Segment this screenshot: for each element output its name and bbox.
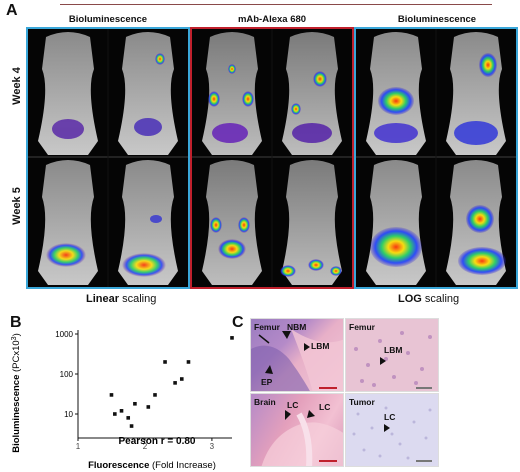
tile-4-title: Tumor [349,397,375,407]
y-axis-label-end: ) [11,333,22,336]
tile-1-label-lbm: LBM [311,341,330,351]
scatter-axes [77,330,232,439]
panel-c-letter: C [232,314,244,331]
header-rule [60,4,492,5]
header-bioluminescence-log: Bioluminescence [397,14,477,25]
frame-bioluminescence-log [354,27,518,289]
tile-2-label-lbm: LBM [384,345,403,355]
log-scaling-label: LOG scaling [398,293,459,305]
y-tick-label-2: 1000 [55,330,73,339]
tile-1-label-nbm: NBM [287,322,307,332]
y-axis-label-rest: (PCx10 [11,340,22,374]
scatter-point-4 [129,424,134,428]
scale-bar-2 [416,387,432,389]
y-axis-label: Bioluminescence (PCx103) [11,333,23,453]
y-tick-label-0: 10 [64,410,73,419]
arrow-lc-2-icon [307,410,315,418]
scatter-point-8 [163,360,167,364]
x-axis-label: Fluorescence (Fold Increase) [88,460,216,471]
frame-mab-alexa-fluorescence [190,27,354,289]
arrow-lc-1-icon [285,410,291,420]
linear-scaling-label: Linear scaling [86,293,156,305]
tile-3-label-lc-2: LC [319,402,331,412]
log-scaling-rest: scaling [421,293,460,305]
scatter-point-1 [113,412,117,416]
histology-femur-2-graphic [354,331,432,389]
x-tick-label-1: 2 [143,442,148,451]
histology-brain-graphic [261,410,343,466]
linear-scaling-bold: Linear [86,293,120,305]
tile-3-title: Brain [254,397,276,407]
tile-1-title: Femur [254,322,280,332]
y-axis-label-sup: 3 [11,336,18,340]
scale-bar-3 [319,460,337,462]
scatter-point-0 [109,393,114,397]
scatter-point-2 [119,409,124,413]
arrow-lc-3-icon [384,424,390,432]
row-label-week-4: Week 4 [11,67,23,105]
histology-femur-1-graphic [251,329,343,391]
scale-bar-4 [416,460,432,462]
header-bioluminescence-linear: Bioluminescence [68,14,148,25]
histology-brain: Brain LC LC [250,393,344,467]
panel-b-letter: B [10,314,22,331]
mouse-images-log [356,29,516,287]
histology-femur-1: Femur NBM LBM EP [250,318,344,392]
log-scaling-bold: LOG [398,293,422,305]
scatter-point-7 [153,393,157,397]
frame-bioluminescence-linear [26,27,190,289]
arrow-lbm-icon [304,343,310,351]
scatter-ticks: 1 2 3 10 100 1000 [55,330,214,451]
scatter-point-6 [146,405,151,409]
tile-4-label-lc: LC [384,412,396,422]
y-axis-label-bold: Bioluminescence [11,375,22,453]
tile-2-title: Femur [349,322,375,332]
x-tick-label-0: 1 [76,442,81,451]
scatter-point-12 [230,336,234,340]
scatter-point-3 [126,416,131,420]
header-mab-alexa: mAb-Alexa 680 [237,14,307,25]
x-tick-label-2: 3 [210,442,215,451]
scatter-points [109,336,234,428]
tile-3-label-lc-1: LC [287,400,299,410]
arrow-lbm-2-icon [380,357,386,365]
mouse-images-linear [28,29,188,287]
pearson-annotation: Pearson r = 0.80 [119,436,196,447]
mouse-images-fluorescence [192,29,352,287]
x-axis-label-rest: (Fold Increase) [149,460,216,471]
histology-tumor-graphic [352,406,432,462]
x-axis-label-bold: Fluorescence [88,460,149,471]
y-tick-label-1: 100 [60,370,74,379]
histology-femur-2: Femur LBM [345,318,439,392]
scatter-point-9 [173,381,177,385]
scatter-point-11 [186,360,191,364]
linear-scaling-rest: scaling [119,293,157,305]
arrow-ep-icon [265,365,273,374]
row-label-week-5: Week 5 [11,187,23,225]
arrow-nbm-icon [282,331,291,339]
histology-tumor: Tumor LC [345,393,439,467]
tile-1-label-ep: EP [261,377,273,387]
scatter-point-5 [133,401,137,406]
scatter-chart: 1 2 3 10 100 1000 Pearson r = 0.80 Fluorescen… [11,330,234,471]
panel-a-letter: A [6,2,18,19]
scatter-point-10 [179,377,184,381]
scale-bar [319,387,337,389]
